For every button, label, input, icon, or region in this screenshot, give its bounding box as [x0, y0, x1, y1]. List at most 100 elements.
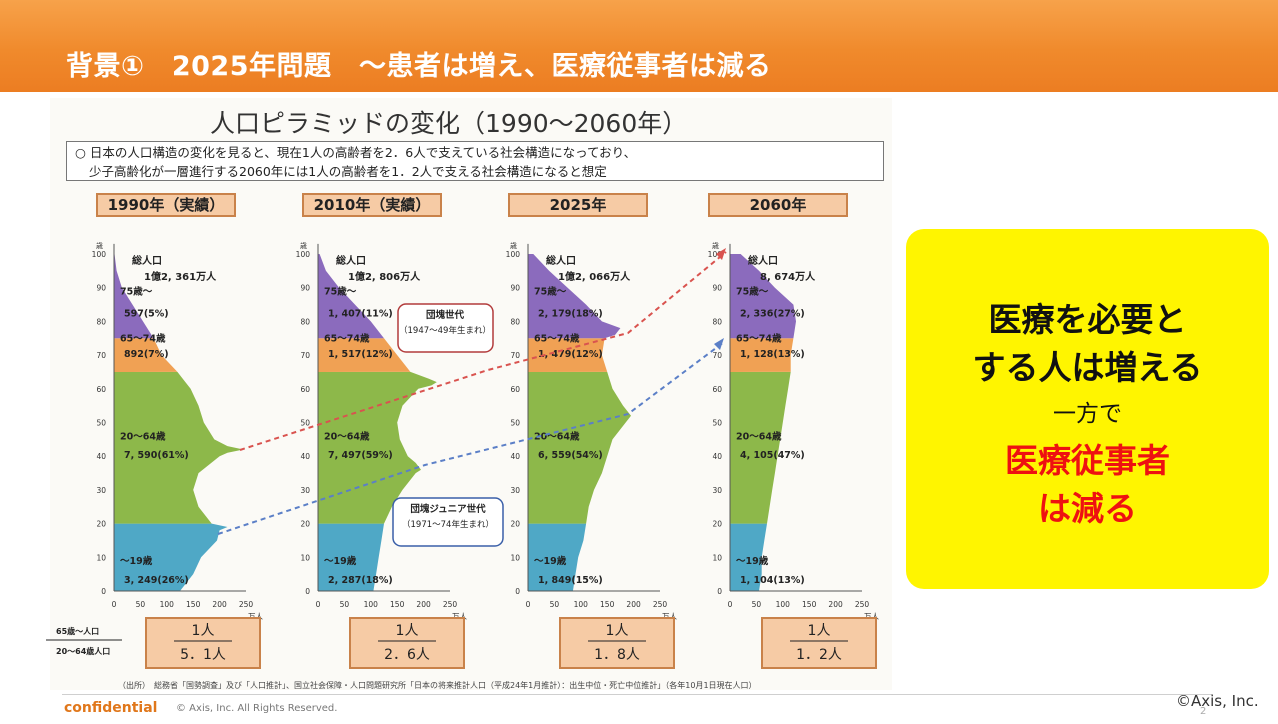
x-tick-0-150: 150: [186, 600, 201, 609]
y-tick-0-10: 10: [96, 553, 106, 562]
group-label-1-3: 75歳～: [324, 285, 357, 297]
y-tick-3-60: 60: [712, 385, 722, 394]
pyramid-3-band-3: [730, 254, 796, 339]
y-tick-0-80: 80: [96, 317, 106, 326]
pyramid-3-band-2: [730, 338, 794, 372]
callout-line-4: 医療従事者: [1005, 441, 1170, 480]
junior-trend-line: [217, 341, 725, 535]
year-label-1990: 1990年（実績）: [96, 193, 236, 217]
total-label-1: 総人口: [336, 254, 366, 267]
group-label-2-0: ～19歳: [534, 555, 567, 567]
pyramid-1-band-3: [318, 254, 384, 339]
x-tick-1-100: 100: [364, 600, 379, 609]
y-unit-3: 歳: [712, 241, 719, 250]
group-label-3-2: 65～74歳: [736, 333, 782, 345]
pyramid-2-band-0: [528, 523, 587, 591]
total-value-3: 8, 674万人: [760, 270, 816, 283]
x-tick-3-0: 0: [728, 600, 733, 609]
x-unit-3: 万人: [864, 612, 879, 621]
y-tick-0-40: 40: [96, 452, 106, 461]
y-tick-1-20: 20: [300, 520, 310, 529]
pyramid-3-band-1: [730, 371, 791, 524]
group-label-2-3: 75歳～: [534, 285, 567, 297]
x-tick-1-150: 150: [390, 600, 405, 609]
year-label-2025: 2025年: [508, 193, 648, 217]
y-tick-1-40: 40: [300, 452, 310, 461]
x-tick-3-250: 250: [855, 600, 870, 609]
group-value-1-0: 2, 287(18%): [328, 575, 393, 586]
rights-text: © Axis, Inc. All Rights Reserved.: [176, 703, 338, 714]
pyramid-2-band-3: [528, 254, 621, 339]
y-tick-1-10: 10: [300, 553, 310, 562]
copyright-text: ©Axis, Inc.: [1176, 692, 1259, 710]
ratio-bottom-0: 5．1人: [180, 647, 226, 663]
x-tick-3-200: 200: [828, 600, 843, 609]
y-tick-3-100: 100: [708, 250, 723, 259]
ratio-bottom-1: 2．6人: [384, 647, 430, 663]
group-value-3-2: 1, 128(13%): [740, 349, 805, 360]
pyramid-1-band-0: [318, 523, 384, 591]
x-tick-1-200: 200: [416, 600, 431, 609]
group-value-2-2: 1, 479(12%): [538, 349, 603, 360]
group-label-3-0: ～19歳: [736, 555, 769, 567]
y-tick-3-50: 50: [712, 419, 722, 428]
group-value-3-1: 4, 105(47%): [740, 450, 805, 461]
junior-callout-title: 団塊ジュニア世代: [410, 503, 486, 515]
group-label-2-1: 20～64歳: [534, 430, 580, 442]
total-value-0: 1億2, 361万人: [144, 270, 217, 283]
y-tick-3-40: 40: [712, 452, 722, 461]
x-tick-0-0: 0: [112, 600, 117, 609]
dankai-trend-line: [239, 251, 727, 451]
ratio-box-3: [761, 617, 877, 669]
callout-line-2: する人は増える: [972, 348, 1203, 387]
group-label-0-2: 65～74歳: [120, 333, 166, 345]
x-tick-0-100: 100: [160, 600, 175, 609]
y-tick-3-70: 70: [712, 351, 722, 360]
group-label-3-3: 75歳～: [736, 285, 769, 297]
figure-note: ○ 日本の人口構造の変化を見ると、現在1人の高齢者を2．6人で支えている社会構造…: [66, 141, 884, 181]
ratio-box-1: [349, 617, 465, 669]
y-tick-0-100: 100: [92, 250, 107, 259]
pyramid-1-band-2: [318, 338, 411, 372]
footer-divider: [62, 694, 1212, 695]
x-unit-2: 万人: [662, 612, 677, 621]
y-tick-2-10: 10: [510, 553, 520, 562]
y-tick-0-90: 90: [96, 284, 106, 293]
pyramid-2-band-1: [528, 371, 631, 524]
total-label-3: 総人口: [748, 254, 778, 267]
callout-line-5: は減る: [1038, 489, 1137, 528]
y-tick-0-30: 30: [96, 486, 106, 495]
group-label-2-2: 65～74歳: [534, 333, 580, 345]
x-unit-1: 万人: [452, 612, 467, 621]
y-tick-0-20: 20: [96, 520, 106, 529]
page-number: 2: [1200, 706, 1207, 717]
y-tick-1-60: 60: [300, 385, 310, 394]
x-tick-0-50: 50: [136, 600, 146, 609]
x-tick-2-200: 200: [626, 600, 641, 609]
group-value-0-0: 3, 249(26%): [124, 575, 189, 586]
pyramid-0-band-3: [114, 254, 154, 339]
total-value-1: 1億2, 806万人: [348, 270, 421, 283]
pyramid-0-band-0: [114, 523, 228, 591]
group-label-1-2: 65～74歳: [324, 333, 370, 345]
junior-callout-box: [392, 497, 504, 547]
group-label-1-1: 20～64歳: [324, 430, 370, 442]
y-tick-2-20: 20: [510, 520, 520, 529]
y-tick-3-20: 20: [712, 520, 722, 529]
ratio-box-0: [145, 617, 261, 669]
year-label-2010: 2010年（実績）: [302, 193, 442, 217]
header-bar: 背景① 2025年問題 ～患者は増え、医療従事者は減る: [0, 0, 1278, 92]
confidential-label: confidential: [64, 700, 158, 716]
x-tick-2-250: 250: [653, 600, 668, 609]
group-value-3-3: 2, 336(27%): [740, 309, 805, 320]
group-label-0-3: 75歳～: [120, 285, 153, 297]
group-value-3-0: 1, 104(13%): [740, 575, 805, 586]
group-value-1-3: 1, 407(11%): [328, 309, 393, 320]
y-unit-1: 歳: [300, 241, 307, 250]
ratio-top-1: 1人: [396, 623, 419, 639]
y-tick-3-10: 10: [712, 553, 722, 562]
x-tick-3-50: 50: [752, 600, 762, 609]
x-tick-2-150: 150: [600, 600, 615, 609]
total-value-2: 1億2, 066万人: [558, 270, 631, 283]
